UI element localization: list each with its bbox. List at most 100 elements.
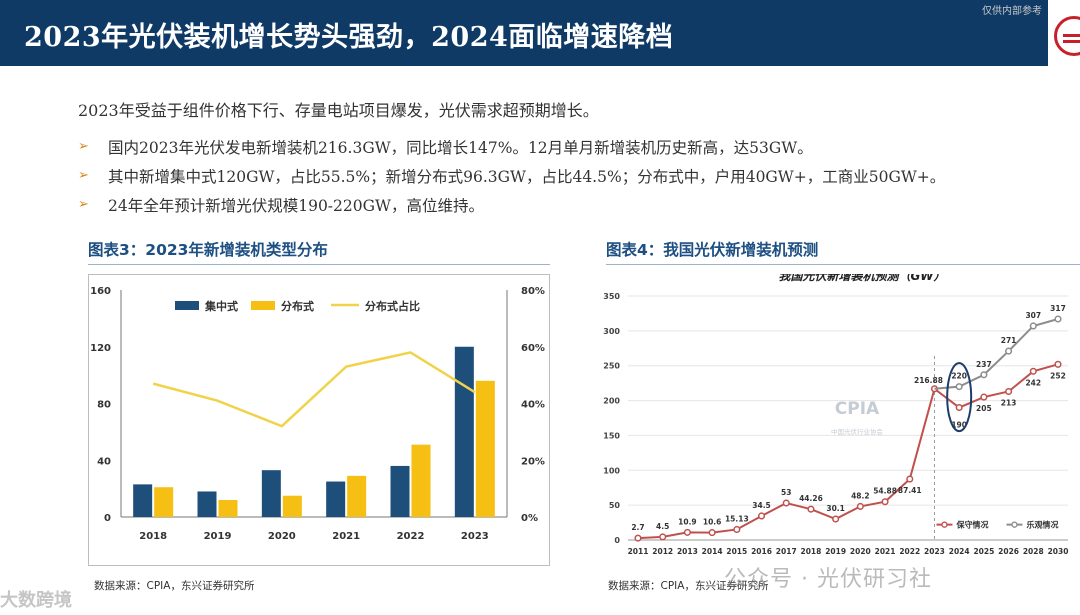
conservative-point	[832, 515, 840, 523]
x-tick-label: 2022	[397, 531, 425, 542]
y-tick-label: 300	[603, 327, 620, 336]
confidential-watermark: 仅供内部参考	[982, 6, 1042, 17]
optimistic-point	[1054, 315, 1062, 323]
conservative-data-label: 54.88	[873, 487, 897, 496]
centralized-bar	[454, 346, 474, 517]
optimistic-point	[955, 383, 963, 391]
figure3-title: 图表3：2023年新增装机类型分布	[88, 241, 328, 259]
conservative-data-label: 2.7	[631, 523, 644, 532]
y-tick-label: 350	[603, 292, 620, 301]
legend-distributed-label: 分布式	[281, 299, 314, 313]
conservative-point	[1029, 367, 1037, 375]
conservative-point	[980, 393, 988, 401]
conservative-data-label: 15.13	[725, 514, 749, 523]
conservative-data-label: 252	[1050, 371, 1066, 380]
x-tick-label: 2012	[652, 547, 673, 556]
legend-optimistic-label: 乐观情况	[1026, 520, 1058, 530]
intro-text: 2023年受益于组件价格下行、存量电站项目爆发，光伏需求超预期增长。	[78, 101, 599, 120]
conservative-data-label: 87.41	[898, 486, 922, 495]
x-tick-label: 2023	[461, 531, 489, 542]
conservative-point	[683, 528, 691, 536]
centralized-bar	[261, 470, 281, 517]
x-tick-label: 2023	[924, 547, 945, 556]
conservative-data-label: 213	[1001, 399, 1017, 408]
conservative-data-label: 10.9	[678, 517, 697, 526]
distributed-bar	[154, 487, 174, 517]
distributed-bar	[475, 380, 495, 517]
optimistic-line	[934, 318, 1059, 390]
installation-type-chart-svg: 0 40 80 120 160 0% 20% 40% 60% 80% 2018 2019 2020 202…	[90, 286, 545, 542]
arrow-bullet-icon: ➢	[78, 139, 89, 154]
y-tick-label: 120	[90, 343, 111, 354]
conservative-point	[634, 534, 642, 542]
bullet-item: ➢ 24年全年预计新增光伏规模190-220GW，高位维持。	[78, 190, 945, 219]
bullet-list: ➢ 国内2023年光伏发电新增装机216.3GW，同比增长147%。12月单月新…	[78, 132, 945, 219]
distributed-bar	[411, 444, 431, 517]
conservative-data-label: 53	[781, 488, 791, 497]
x-tick-label: 2019	[204, 531, 232, 542]
distributed-bar	[218, 499, 238, 517]
conservative-point	[955, 403, 963, 412]
conservative-point	[807, 505, 815, 513]
conservative-data-label: 190	[951, 421, 967, 430]
figure4-divider	[606, 264, 1080, 265]
conservative-point	[733, 525, 741, 534]
optimistic-data-label: 220	[951, 372, 967, 381]
page-title: 2023年光伏装机增长势头强劲，2024面临增速降档	[24, 22, 674, 53]
x-tick-label: 2020	[850, 547, 871, 556]
bottom-right-watermark: 公众号 · 光伏研习社	[724, 567, 932, 592]
x-tick-label: 2018	[139, 531, 167, 542]
figure3-source: 数据来源：CPIA，东兴证券研究所	[94, 580, 255, 592]
centralized-bar	[390, 465, 410, 517]
x-tick-label: 2024	[949, 547, 970, 556]
optimistic-point	[980, 371, 988, 379]
conservative-data-label: 205	[976, 404, 992, 413]
y2-tick-label: 20%	[521, 456, 545, 467]
legend-optimistic-marker	[1011, 521, 1018, 528]
y-tick-label: 0	[104, 513, 111, 524]
centralized-bar	[197, 491, 217, 517]
bullet-item: ➢ 国内2023年光伏发电新增装机216.3GW，同比增长147%。12月单月新…	[78, 132, 945, 161]
legend-share-label: 分布式占比	[365, 299, 420, 313]
cpia-watermark-subtext: 中国光伏行业协会	[831, 427, 884, 436]
conservative-line	[637, 363, 1059, 540]
x-tick-label: 2021	[332, 531, 360, 542]
conservative-data-label: 4.5	[656, 522, 669, 531]
y2-tick-label: 0%	[521, 513, 538, 524]
bullet-text: 其中新增集中式120GW，占比55.5%；新增分布式96.3GW，占比44.5%…	[108, 167, 946, 186]
legend-conservative-label: 保守情况	[955, 520, 988, 530]
y-tick-label: 0	[614, 536, 620, 545]
y-tick-label: 250	[603, 362, 620, 371]
x-tick-label: 2030	[1048, 547, 1069, 556]
y-tick-label: 50	[609, 501, 621, 510]
conservative-point	[659, 533, 667, 541]
x-tick-label: 2013	[677, 547, 698, 556]
conservative-data-label: 10.6	[703, 518, 722, 527]
conservative-point	[906, 475, 914, 483]
conservative-data-label: 242	[1025, 378, 1041, 387]
optimistic-data-label: 271	[1001, 336, 1017, 345]
bullet-item: ➢ 其中新增集中式120GW，占比55.5%；新增分布式96.3GW，占比44.…	[78, 161, 945, 190]
legend-centralized-swatch	[175, 301, 199, 310]
y2-tick-label: 80%	[521, 286, 545, 297]
distributed-bar	[282, 495, 302, 517]
centralized-bar	[133, 484, 153, 517]
conservative-data-label: 48.2	[851, 491, 870, 500]
x-tick-label: 2014	[702, 547, 723, 556]
x-tick-label: 2025	[973, 547, 994, 556]
optimistic-data-label: 237	[976, 360, 992, 369]
x-tick-label: 2028	[1023, 547, 1044, 556]
x-tick-label: 2011	[628, 547, 649, 556]
cpia-watermark-text: CPIA	[835, 399, 880, 419]
x-tick-label: 2021	[875, 547, 896, 556]
x-tick-label: 2018	[801, 547, 822, 556]
y-tick-label: 150	[603, 431, 620, 440]
conservative-data-label: 34.5	[752, 501, 771, 510]
arrow-bullet-icon: ➢	[78, 197, 89, 212]
legend-centralized-label: 集中式	[204, 299, 238, 313]
optimistic-data-label: 307	[1025, 311, 1041, 320]
x-tick-label: 2022	[899, 547, 920, 556]
conservative-point	[881, 498, 889, 506]
x-tick-label: 2026	[998, 547, 1019, 556]
